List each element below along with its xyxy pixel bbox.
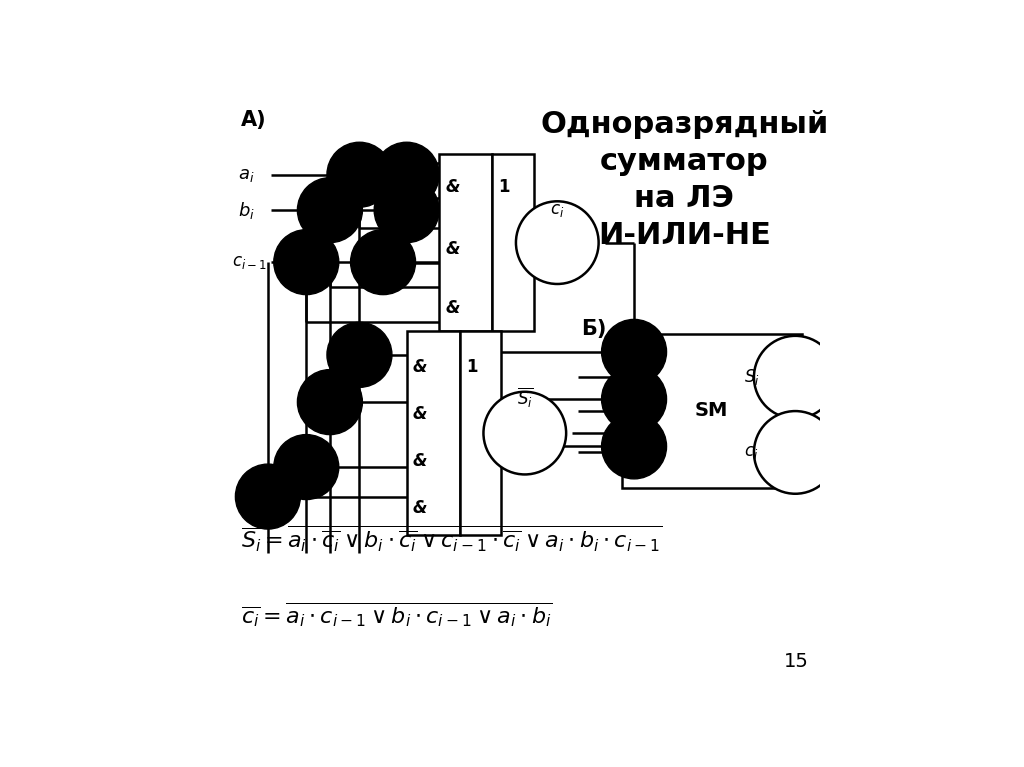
Circle shape	[601, 367, 667, 432]
Circle shape	[516, 201, 599, 284]
Bar	[623, 334, 803, 488]
Circle shape	[350, 229, 416, 295]
Text: &: &	[445, 298, 460, 317]
Text: &: &	[413, 357, 427, 376]
Text: &: &	[413, 453, 427, 470]
Circle shape	[754, 411, 837, 494]
Text: $\overline{S_i}$$=\overline{a_i \cdot \overline{c_i} \vee b_i \cdot \overline{c_: $\overline{S_i}$$=\overline{a_i \cdot \o…	[242, 523, 663, 554]
Text: Б): Б)	[581, 319, 606, 340]
Text: &: &	[445, 177, 460, 196]
Circle shape	[601, 319, 667, 384]
Text: $c_i$: $c_i$	[744, 443, 759, 462]
Circle shape	[236, 464, 300, 529]
Circle shape	[374, 178, 439, 242]
Bar	[493, 154, 534, 331]
Circle shape	[374, 142, 439, 207]
Text: 1: 1	[466, 357, 477, 376]
Circle shape	[601, 414, 667, 479]
Circle shape	[483, 392, 566, 475]
Text: &: &	[413, 499, 427, 518]
Text: &: &	[413, 405, 427, 423]
Text: $c_{i-1}$: $c_{i-1}$	[232, 253, 267, 271]
Text: 1: 1	[499, 177, 510, 196]
Text: $b_i$: $b_i$	[628, 400, 644, 421]
Text: &: &	[445, 239, 460, 258]
Circle shape	[273, 229, 339, 295]
Text: Одноразрядный
сумматор
на ЛЭ
И-ИЛИ-НЕ: Одноразрядный сумматор на ЛЭ И-ИЛИ-НЕ	[540, 110, 828, 250]
Circle shape	[297, 370, 362, 435]
Text: $a_i$: $a_i$	[239, 166, 255, 184]
Text: $\overline{S_i}$: $\overline{S_i}$	[517, 386, 532, 410]
Text: $\overline{c_i}$: $\overline{c_i}$	[550, 198, 564, 219]
Bar	[460, 331, 501, 535]
Circle shape	[297, 178, 362, 242]
Text: $\overline{c_i}$$=\overline{a_i \cdot c_{i-1} \vee b_i \cdot c_{i-1} \vee a_i \c: $\overline{c_i}$$=\overline{a_i \cdot c_…	[242, 600, 553, 629]
Circle shape	[754, 336, 837, 419]
Bar	[439, 154, 493, 331]
Text: $c_{i-1}$: $c_{i-1}$	[626, 445, 657, 460]
Text: $a_i$: $a_i$	[628, 368, 643, 386]
Circle shape	[273, 435, 339, 499]
Text: 15: 15	[783, 652, 808, 671]
Text: SM: SM	[694, 401, 728, 420]
Text: $b_i$: $b_i$	[239, 199, 255, 221]
Circle shape	[327, 322, 392, 387]
Text: $S_i$: $S_i$	[744, 367, 760, 387]
Bar	[407, 331, 460, 535]
Text: А): А)	[242, 110, 267, 130]
Circle shape	[327, 142, 392, 207]
